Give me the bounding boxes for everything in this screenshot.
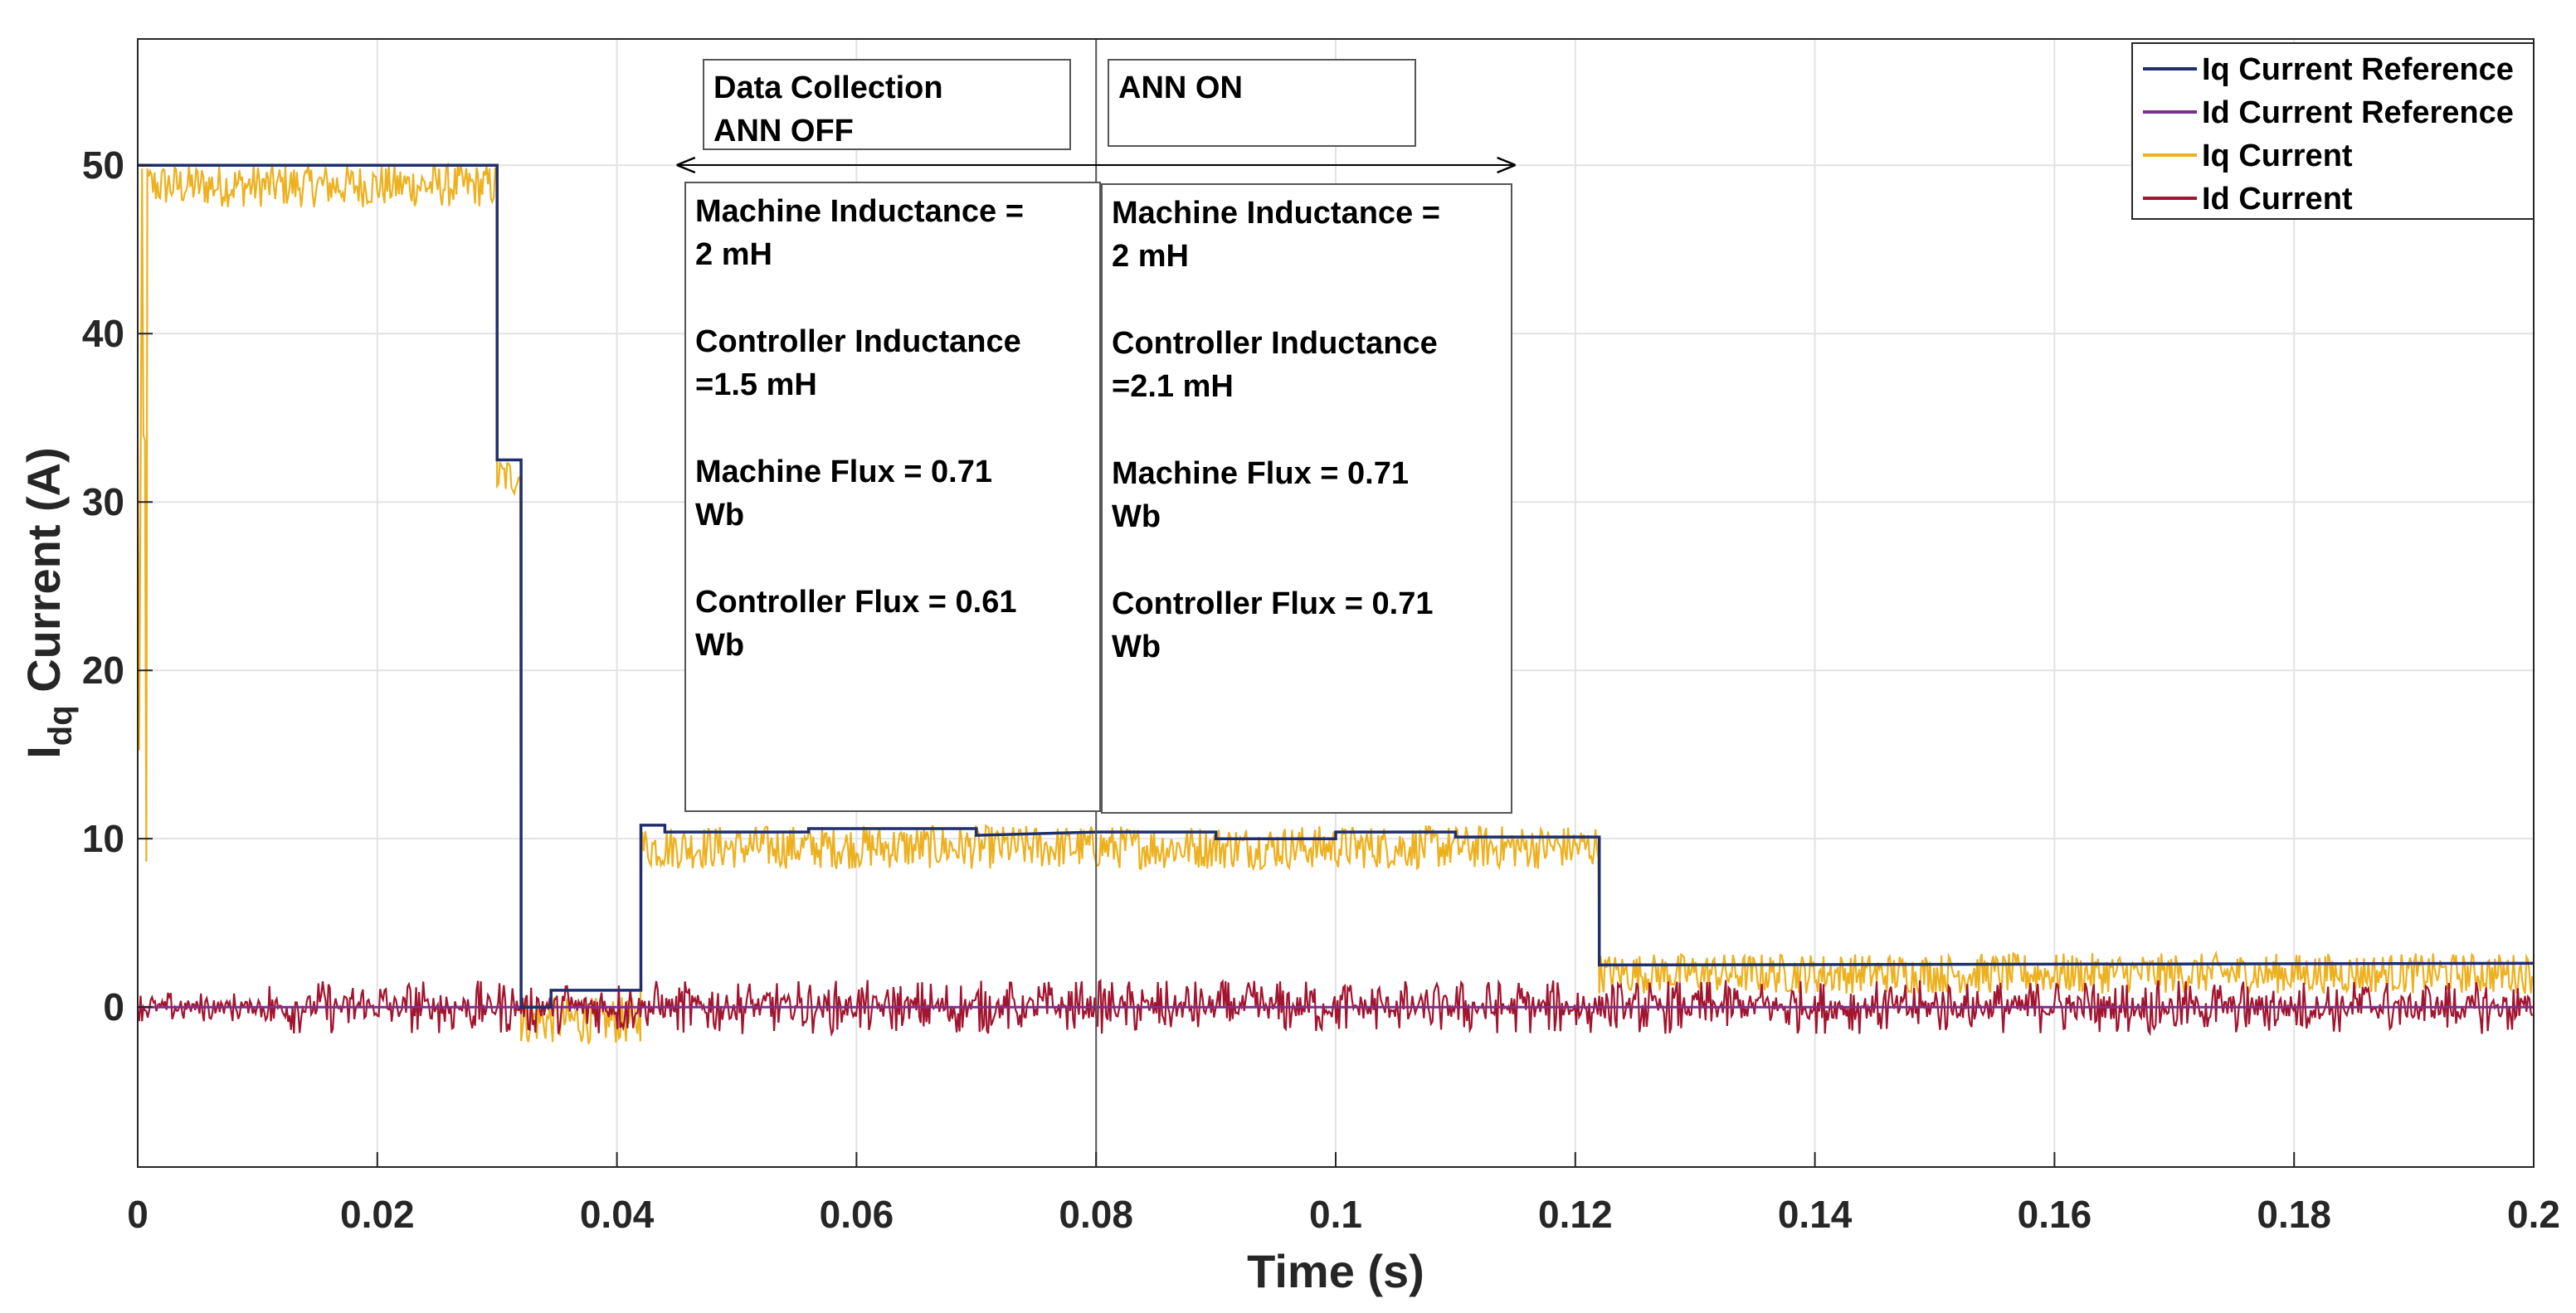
legend-label: Id Current	[2202, 182, 2353, 216]
x-tick-label: 0.12	[1538, 1193, 1613, 1236]
y-axis-label: Idq Current (A)	[17, 447, 79, 759]
x-tick-label: 0.1	[1309, 1193, 1362, 1236]
box2-line: 2 mH	[1112, 239, 1189, 274]
annotations: Data Collection ANN OFF ANN ON Machine Indu…	[676, 39, 1517, 1167]
phase2-label-box	[1108, 59, 1416, 147]
legend-box	[2131, 42, 2535, 220]
x-tick-label: 0.16	[2018, 1193, 2092, 1236]
box2-line: =2.1 mH	[1112, 369, 1234, 404]
y-tick-label: 20	[82, 649, 124, 692]
x-tick-label: 0.18	[2257, 1193, 2331, 1236]
y-tick-label: 30	[82, 480, 124, 523]
x-tick-label: 0.14	[1778, 1193, 1853, 1236]
box2-line: Machine Inductance =	[1112, 196, 1440, 231]
box2-line: Controller Flux = 0.71	[1112, 586, 1434, 621]
box1-line: Wb	[695, 498, 744, 532]
box1-box	[684, 182, 1101, 812]
phase-arrow-right-head	[1497, 156, 1517, 174]
box1-line: Controller Inductance	[695, 324, 1021, 359]
phase1-label-line1: Data Collection	[713, 71, 943, 105]
y-tick-label: 50	[82, 143, 124, 187]
phase1-label-line2: ANN OFF	[713, 114, 854, 148]
ticks: 0 0.02 0.04 0.06 0.08 0.1 0.12 0.14 0.16 0.18 0.2 0…	[82, 143, 2560, 1236]
iq-reference-line	[138, 163, 2535, 1009]
x-tick-label: 0	[127, 1193, 149, 1236]
phase2-label: ANN ON	[1118, 71, 1243, 105]
y-tick-label: 40	[82, 312, 124, 355]
phase1-label-box	[703, 59, 1071, 150]
x-tick-label: 0.04	[580, 1193, 655, 1236]
legend: Iq Current Reference Id Current Reference…	[2131, 42, 2535, 220]
y-tick-label: 10	[82, 817, 124, 860]
x-axis-label: Time (s)	[1247, 1245, 1424, 1297]
box1-line: Machine Inductance =	[695, 194, 1024, 229]
legend-label: Id Current Reference	[2202, 95, 2514, 130]
box2-line: Machine Flux = 0.71	[1112, 456, 1409, 491]
box2-box	[1101, 183, 1512, 814]
box2-line: Controller Inductance	[1112, 326, 1438, 361]
box1-line: Machine Flux = 0.71	[695, 455, 992, 489]
box1-line: Wb	[695, 628, 744, 663]
box1-line: =1.5 mH	[695, 367, 817, 402]
x-tick-label: 0.2	[2507, 1193, 2560, 1236]
box2-line: Wb	[1112, 630, 1161, 664]
legend-label: Iq Current	[2202, 139, 2353, 173]
box1-line: Controller Flux = 0.61	[695, 585, 1017, 620]
id-current-line	[136, 979, 2534, 1038]
box2-line: Wb	[1112, 499, 1161, 534]
x-tick-label: 0.02	[340, 1193, 415, 1236]
x-tick-label: 0.06	[820, 1193, 894, 1236]
legend-label: Iq Current Reference	[2202, 52, 2514, 87]
y-tick-label: 0	[103, 985, 124, 1029]
x-tick-label: 0.08	[1059, 1193, 1133, 1236]
box1-line: 2 mH	[695, 237, 772, 272]
phase-arrow-left-head	[676, 156, 696, 174]
data-lines	[136, 162, 2535, 1044]
